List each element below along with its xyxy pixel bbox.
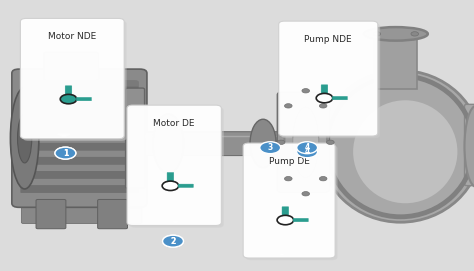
FancyBboxPatch shape xyxy=(246,145,337,260)
FancyBboxPatch shape xyxy=(277,92,329,192)
Circle shape xyxy=(319,176,327,181)
FancyBboxPatch shape xyxy=(36,199,66,229)
FancyBboxPatch shape xyxy=(20,171,138,179)
Circle shape xyxy=(297,142,318,154)
Text: Motor DE: Motor DE xyxy=(154,119,195,128)
Text: Motor NDE: Motor NDE xyxy=(48,32,96,41)
Circle shape xyxy=(284,176,292,181)
Ellipse shape xyxy=(465,106,474,187)
Circle shape xyxy=(319,104,327,108)
Polygon shape xyxy=(58,134,70,137)
FancyBboxPatch shape xyxy=(279,21,378,136)
Ellipse shape xyxy=(320,70,474,222)
Ellipse shape xyxy=(293,112,312,172)
FancyBboxPatch shape xyxy=(282,207,289,215)
FancyBboxPatch shape xyxy=(129,107,224,228)
Circle shape xyxy=(373,32,381,36)
Circle shape xyxy=(327,140,334,144)
Ellipse shape xyxy=(284,91,327,194)
FancyBboxPatch shape xyxy=(21,202,142,224)
Polygon shape xyxy=(309,131,321,134)
FancyBboxPatch shape xyxy=(20,143,138,151)
Ellipse shape xyxy=(292,107,319,178)
Ellipse shape xyxy=(153,114,183,173)
Text: 1: 1 xyxy=(63,149,68,158)
Polygon shape xyxy=(169,221,182,224)
FancyBboxPatch shape xyxy=(127,105,221,225)
FancyBboxPatch shape xyxy=(332,96,347,100)
FancyBboxPatch shape xyxy=(20,18,124,139)
Polygon shape xyxy=(276,253,288,256)
Text: Pump DE: Pump DE xyxy=(269,157,310,166)
Circle shape xyxy=(64,97,73,101)
FancyBboxPatch shape xyxy=(138,132,293,156)
Circle shape xyxy=(277,215,293,225)
Text: 1: 1 xyxy=(63,149,68,158)
Ellipse shape xyxy=(353,100,457,203)
Circle shape xyxy=(163,235,183,247)
Text: 2: 2 xyxy=(170,237,176,246)
Circle shape xyxy=(302,89,310,93)
Circle shape xyxy=(163,235,183,247)
Circle shape xyxy=(297,146,318,158)
Circle shape xyxy=(302,192,310,196)
Circle shape xyxy=(284,104,292,108)
FancyBboxPatch shape xyxy=(20,157,138,165)
FancyBboxPatch shape xyxy=(98,199,128,229)
Text: 4: 4 xyxy=(304,147,310,156)
Ellipse shape xyxy=(364,27,428,41)
Text: 4: 4 xyxy=(304,143,310,152)
FancyBboxPatch shape xyxy=(20,86,138,94)
FancyBboxPatch shape xyxy=(243,143,335,258)
FancyBboxPatch shape xyxy=(321,85,328,93)
FancyBboxPatch shape xyxy=(20,101,138,108)
FancyBboxPatch shape xyxy=(20,129,138,137)
Circle shape xyxy=(277,140,285,144)
Circle shape xyxy=(55,147,76,159)
Text: Pump NDE: Pump NDE xyxy=(304,35,352,44)
FancyBboxPatch shape xyxy=(23,21,127,141)
FancyBboxPatch shape xyxy=(293,218,308,222)
Circle shape xyxy=(60,94,77,104)
Circle shape xyxy=(411,32,419,36)
Text: 3: 3 xyxy=(267,143,273,152)
Circle shape xyxy=(55,147,76,159)
Text: 2: 2 xyxy=(170,237,176,246)
FancyBboxPatch shape xyxy=(12,69,147,207)
FancyBboxPatch shape xyxy=(374,38,417,89)
FancyBboxPatch shape xyxy=(281,23,380,138)
Ellipse shape xyxy=(18,114,32,163)
Ellipse shape xyxy=(250,119,276,168)
FancyBboxPatch shape xyxy=(65,86,72,95)
Circle shape xyxy=(316,93,333,103)
FancyBboxPatch shape xyxy=(20,80,139,134)
FancyBboxPatch shape xyxy=(167,173,174,181)
FancyBboxPatch shape xyxy=(20,115,138,122)
Circle shape xyxy=(162,181,179,191)
Circle shape xyxy=(260,142,281,154)
FancyBboxPatch shape xyxy=(76,97,91,101)
FancyBboxPatch shape xyxy=(178,184,193,188)
FancyBboxPatch shape xyxy=(44,52,99,81)
FancyBboxPatch shape xyxy=(20,185,138,193)
Ellipse shape xyxy=(161,125,175,163)
FancyBboxPatch shape xyxy=(126,88,145,188)
Ellipse shape xyxy=(10,88,39,189)
FancyBboxPatch shape xyxy=(465,104,474,186)
